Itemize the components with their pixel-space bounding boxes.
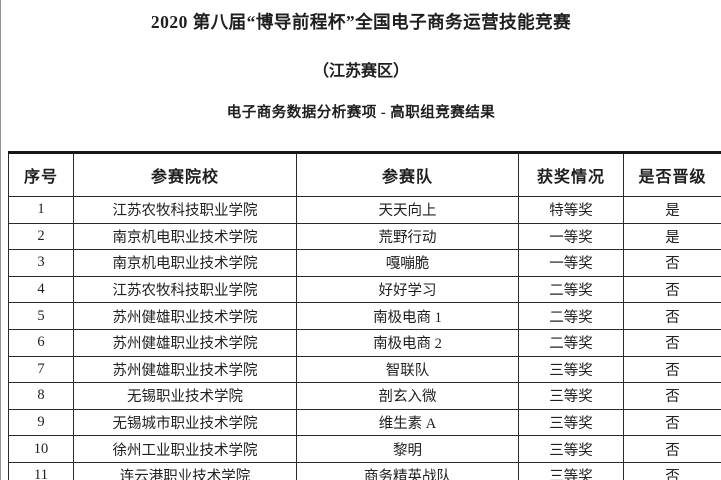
table-row: 11 连云港职业技术学院 商务精英战队 三等奖否 [8,461,721,480]
cell-team: 南极电商 2 [296,328,519,357]
table-row: 8 无锡职业技术学院 剖玄入微 三等奖否 [8,382,721,410]
table-row: 2 南京机电职业技术学院 荒野行动 一等奖是 [8,222,721,251]
cell-school: 苏州健雄职业技术学院 [73,302,297,330]
cell-advance: 否 [623,249,721,277]
cell-no: 2 [8,222,74,251]
cell-award: 一等奖 [518,249,624,277]
header-row: 序号 参赛院校 参赛队 获奖情况 是否晋级 [8,152,721,197]
cell-team: 南极电商 1 [296,302,519,330]
cell-advance: 否 [623,382,721,410]
results-table: 序号 参赛院校 参赛队 获奖情况 是否晋级 1 江苏农牧科技职业学院 天天向上 特等奖是 2 南京… [8,151,721,480]
table-row: 10 徐州工业职业技术学院 黎明 三等奖否 [8,435,721,463]
cell-no: 9 [8,408,74,437]
cell-school: 无锡城市职业技术学院 [73,408,297,437]
table-row: 7 苏州健雄职业技术学院 智联队 三等奖否 [8,355,721,384]
cell-team: 商务精英战队 [296,461,519,480]
cell-award: 三等奖 [518,435,624,463]
cell-advance: 否 [623,461,721,480]
cell-advance: 否 [623,355,721,384]
cell-award: 三等奖 [518,408,624,437]
cell-award: 特等奖 [518,196,624,224]
cell-award: 一等奖 [518,222,624,251]
cell-no: 3 [8,249,74,277]
cell-advance: 否 [623,408,721,437]
cell-advance: 否 [623,275,721,304]
table-row: 4 江苏农牧科技职业学院 好好学习 二等奖否 [8,275,721,304]
cell-team: 嘎嘣脆 [296,249,519,277]
cell-school: 连云港职业技术学院 [73,461,297,480]
cell-award: 二等奖 [518,275,624,304]
cell-no: 1 [8,196,74,224]
cell-school: 苏州健雄职业技术学院 [73,328,297,357]
cell-no: 8 [8,382,74,410]
cell-school: 江苏农牧科技职业学院 [73,196,297,224]
cell-school: 无锡职业技术学院 [73,382,297,410]
cell-team: 天天向上 [296,196,519,224]
cell-team: 维生素 A [296,408,519,437]
table-row: 9 无锡城市职业技术学院 维生素 A 三等奖否 [8,408,721,437]
cell-team: 黎明 [296,435,519,463]
cell-team: 好好学习 [296,275,519,304]
cell-advance: 否 [623,302,721,330]
document-title: 2020 第八届“博导前程杯”全国电子商务运营技能竞赛 [150,12,572,32]
document-subtitle-region: （江苏赛区） [312,63,409,80]
cell-award: 三等奖 [518,461,624,480]
col-header-school: 参赛院校 [73,152,297,197]
table-row: 3 南京机电职业技术学院 嘎嘣脆 一等奖否 [8,249,721,277]
cell-award: 二等奖 [518,302,624,330]
col-header-no: 序号 [8,152,74,197]
col-header-team: 参赛队 [296,152,519,197]
cell-award: 二等奖 [518,328,624,357]
cell-advance: 否 [623,328,721,357]
cell-advance: 否 [623,435,721,463]
table-row: 1 江苏农牧科技职业学院 天天向上 特等奖是 [8,196,721,224]
cell-no: 10 [8,435,74,463]
cell-school: 南京机电职业技术学院 [73,249,297,277]
cell-advance: 是 [623,196,721,224]
table-row: 5 苏州健雄职业技术学院 南极电商 1 二等奖否 [8,302,721,330]
cell-no: 4 [8,275,74,304]
document-section-heading: 电子商务数据分析赛项 - 高职组竞赛结果 [226,105,496,121]
cell-award: 三等奖 [518,382,624,410]
cell-advance: 是 [623,222,721,251]
cell-team: 剖玄入微 [296,382,519,410]
col-header-award: 获奖情况 [518,152,624,197]
cell-no: 5 [8,302,74,330]
results-table-header: 序号 参赛院校 参赛队 获奖情况 是否晋级 [8,152,721,197]
cell-no: 7 [8,355,74,384]
cell-school: 江苏农牧科技职业学院 [73,275,297,304]
results-table-body: 1 江苏农牧科技职业学院 天天向上 特等奖是 2 南京机电职业技术学院 荒野行动 一等奖是 3 南… [8,196,721,480]
cell-school: 苏州健雄职业技术学院 [73,355,297,384]
cell-team: 智联队 [296,355,519,384]
cell-award: 三等奖 [518,355,624,384]
cell-no: 6 [8,328,74,357]
cell-team: 荒野行动 [296,222,519,251]
col-header-advance: 是否晋级 [623,152,721,197]
table-row: 6 苏州健雄职业技术学院 南极电商 2 二等奖否 [8,328,721,357]
cell-school: 徐州工业职业技术学院 [73,435,297,463]
cell-no: 11 [8,461,74,480]
cell-school: 南京机电职业技术学院 [73,222,297,251]
